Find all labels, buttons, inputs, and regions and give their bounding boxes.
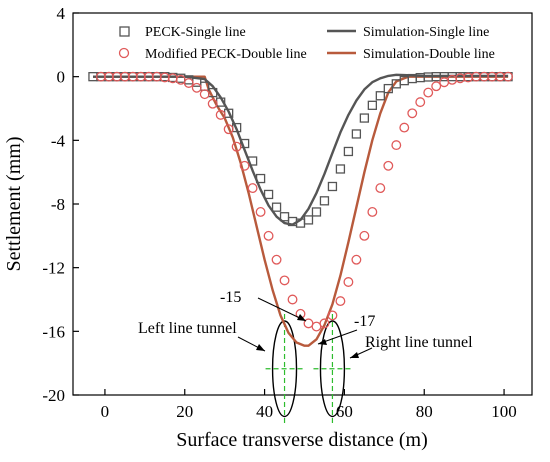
legend-label-sim-single: Simulation-Single line: [363, 25, 489, 40]
series-1-point-18: [239, 160, 250, 171]
series-1-point-33: [359, 230, 370, 241]
series-1-point-39: [407, 108, 418, 119]
series-1-point-36: [383, 160, 394, 171]
x-tick-label-80: 80: [416, 402, 433, 421]
annotation-left-value: -15: [220, 289, 241, 306]
series-1-point-31: [343, 277, 354, 287]
annotation-left-tunnel: Left line tunnel: [138, 320, 237, 337]
series-1-point-42: [431, 81, 442, 92]
series-0-point-27: [303, 215, 314, 225]
series-0-point-29: [319, 196, 330, 206]
series-1-point-14: [207, 98, 218, 109]
series-1-point-28: [319, 318, 330, 329]
y-tick-label--4: -4: [51, 131, 66, 150]
series-1-point-24: [287, 294, 298, 305]
series-1-point-34: [367, 207, 378, 217]
annotation-left-tunnel-arrowhead: [256, 344, 265, 351]
series-0-point-28: [311, 207, 322, 217]
x-tick-label-40: 40: [256, 402, 273, 421]
x-tick-label-100: 100: [491, 402, 517, 421]
series-1-point-27: [311, 321, 322, 332]
series-line-3: [93, 75, 509, 347]
series-0-point-34: [359, 113, 370, 123]
series-1-point-32: [351, 254, 362, 265]
series-1-point-12: [191, 82, 202, 93]
tunnel-left: [271, 320, 298, 418]
y-tick-label-0: 0: [57, 68, 66, 87]
series-1-point-23: [279, 275, 290, 286]
y-axis-label: Settlement (mm): [3, 137, 25, 272]
annotation-right-tunnel: Right line tunnel: [365, 334, 473, 351]
legend-marker-modified-peck: [118, 47, 130, 59]
y-tick-label-4: 4: [57, 4, 66, 23]
series-1-point-43: [439, 77, 450, 88]
series-0-point-21: [255, 173, 266, 184]
series-1-point-21: [263, 230, 274, 241]
legend-label-modified-peck: Modified PECK-Double line: [145, 47, 307, 62]
series-1-point-41: [423, 87, 434, 98]
series-1-point-11: [183, 78, 194, 88]
series-0-point-19: [239, 138, 250, 149]
legend-label-sim-double: Simulation-Double line: [363, 47, 495, 62]
series-0-point-36: [375, 91, 385, 101]
x-tick-label-0: 0: [101, 402, 110, 421]
y-tick-label--12: -12: [42, 259, 65, 278]
series-0-point-37: [383, 83, 393, 94]
series-0-point-20: [247, 156, 258, 166]
series-1-point-51: [503, 71, 514, 82]
y-tick-label--16: -16: [42, 322, 65, 341]
series-1-point-15: [215, 109, 226, 120]
series-0-point-24: [279, 212, 290, 222]
series-layer: [88, 71, 514, 347]
x-axis-label: Surface transverse distance (m): [176, 429, 428, 451]
annotation-right-value: -17: [354, 313, 375, 330]
annotations: -15 -17 Left line tunnel Right line tunn…: [138, 289, 473, 359]
series-0-point-32: [343, 146, 354, 157]
series-0-point-35: [367, 100, 377, 110]
legend-label-peck-single: PECK-Single line: [145, 25, 246, 40]
annotation-left-arrow: [257, 297, 307, 322]
series-1-point-17: [231, 141, 242, 152]
tunnel-right: [319, 320, 346, 418]
series-1-point-35: [375, 183, 386, 194]
annotation-right-tunnel-arrowhead: [350, 352, 359, 358]
x-tick-label-20: 20: [176, 402, 193, 421]
y-tick-label--8: -8: [51, 195, 65, 214]
series-1-point-13: [199, 89, 210, 100]
series-1-point-40: [415, 97, 426, 108]
series-1-point-16: [223, 124, 234, 135]
y-tick-label--20: -20: [42, 386, 65, 405]
series-1-point-29: [327, 310, 338, 321]
series-1-point-38: [399, 122, 410, 133]
series-line-2: [93, 73, 509, 226]
series-1-point-20: [255, 207, 266, 217]
series-1-point-37: [391, 140, 402, 151]
annotation-right-arrowhead: [318, 339, 327, 345]
series-0-point-31: [335, 164, 346, 174]
tunnel-layer: [265, 313, 352, 424]
series-0-point-33: [351, 129, 362, 139]
legend: PECK-Single line Modified PECK-Double li…: [118, 25, 495, 62]
annotation-left-arrowhead: [297, 314, 306, 321]
series-0-point-30: [327, 181, 338, 192]
series-0-point-22: [263, 189, 274, 200]
series-1-point-22: [271, 254, 282, 265]
series-1-point-19: [247, 183, 258, 194]
series-1-point-30: [335, 296, 346, 307]
series-0-point-23: [271, 202, 282, 212]
legend-marker-peck-single: [119, 26, 130, 37]
